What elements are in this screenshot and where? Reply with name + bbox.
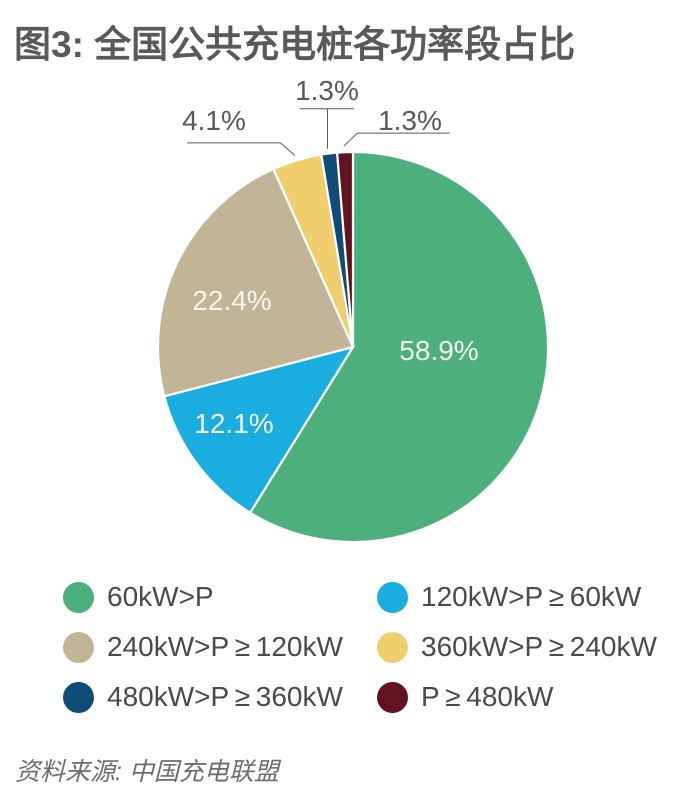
svg-text:58.9%: 58.9% [399, 335, 478, 366]
svg-text:4.1%: 4.1% [182, 105, 246, 136]
svg-text:22.4%: 22.4% [192, 285, 271, 316]
svg-text:1.3%: 1.3% [295, 75, 359, 106]
svg-text:12.1%: 12.1% [194, 408, 273, 439]
svg-text:1.3%: 1.3% [378, 105, 442, 136]
